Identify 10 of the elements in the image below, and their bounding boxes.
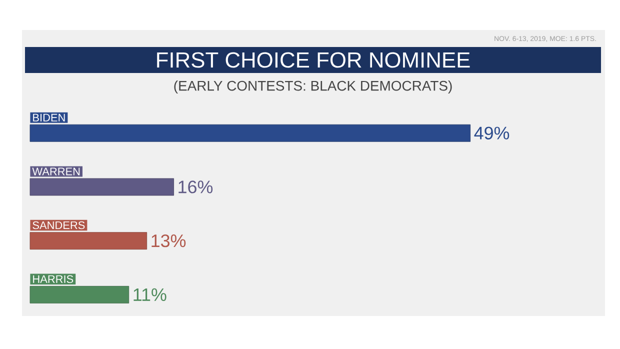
y-tick-label: HARRIS: [33, 275, 74, 283]
chart-title: FIRST CHOICE FOR NOMINEE: [157, 52, 470, 68]
data-label: 11%: [134, 288, 166, 301]
data-label: 16%: [178, 180, 213, 194]
y-tick-label: SANDERS: [32, 221, 85, 230]
chart-subtitle: (EARLY CONTESTS: BLACK DEMOCRATS): [174, 80, 452, 94]
y-tick-label: BIDEN: [33, 114, 65, 122]
data-label: 13%: [152, 234, 186, 248]
y-tick-label: WARREN: [32, 168, 80, 176]
data-label: 49%: [474, 126, 510, 140]
